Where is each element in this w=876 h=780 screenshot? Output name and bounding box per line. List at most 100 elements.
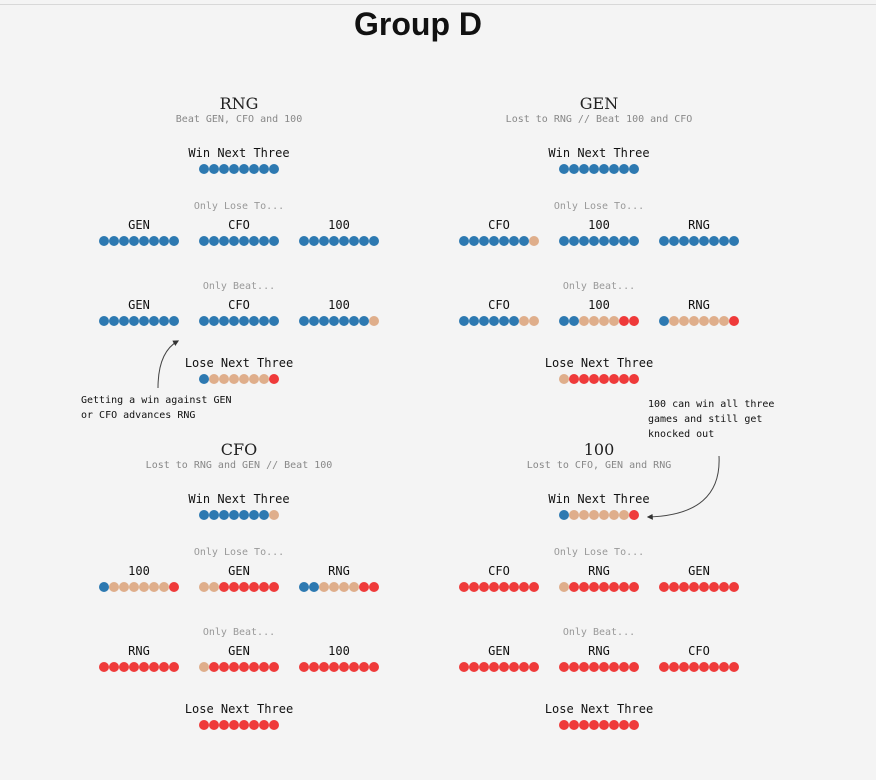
- outcome-dot: [269, 374, 279, 384]
- outcome-dot: [359, 582, 369, 592]
- only-beat-opponent: RNG: [588, 644, 610, 658]
- team-name: CFO: [220, 440, 258, 459]
- outcome-dot: [199, 582, 209, 592]
- outcome-dot: [259, 720, 269, 730]
- outcome-dot: [529, 662, 539, 672]
- outcome-dot: [609, 720, 619, 730]
- outcome-dot: [619, 236, 629, 246]
- outcome-dot: [709, 582, 719, 592]
- outcome-dot: [329, 236, 339, 246]
- only-beat-opponent: 100: [328, 298, 350, 312]
- outcome-dot: [309, 236, 319, 246]
- outcome-dot: [259, 164, 269, 174]
- outcome-dot: [169, 662, 179, 672]
- only-lose-to-opponent: GEN: [688, 564, 710, 578]
- outcome-dot: [569, 374, 579, 384]
- outcome-dot: [229, 720, 239, 730]
- outcome-dot: [499, 236, 509, 246]
- outcome-dot: [269, 510, 279, 520]
- outcome-dot: [479, 236, 489, 246]
- outcome-dot: [309, 582, 319, 592]
- outcome-dot: [199, 720, 209, 730]
- outcome-dot: [459, 316, 469, 326]
- outcome-dot: [319, 316, 329, 326]
- outcome-dot: [119, 316, 129, 326]
- outcome-dot: [149, 662, 159, 672]
- outcome-dot: [119, 662, 129, 672]
- outcome-dot: [669, 662, 679, 672]
- outcome-dot: [349, 582, 359, 592]
- outcome-dot: [209, 316, 219, 326]
- win-next-three-dots: [559, 510, 639, 520]
- outcome-dot: [239, 236, 249, 246]
- outcome-dot: [619, 662, 629, 672]
- win-next-three-label: Win Next Three: [548, 492, 650, 506]
- outcome-dot: [619, 582, 629, 592]
- only-beat-dots: [299, 662, 379, 672]
- outcome-dot: [579, 316, 589, 326]
- outcome-dot: [159, 316, 169, 326]
- outcome-dot: [109, 662, 119, 672]
- outcome-dot: [369, 582, 379, 592]
- outcome-dot: [589, 662, 599, 672]
- only-beat-opponent: GEN: [128, 298, 150, 312]
- outcome-dot: [209, 374, 219, 384]
- outcome-dot: [599, 316, 609, 326]
- only-beat-dots: [659, 662, 739, 672]
- only-lose-to-dots: [199, 236, 279, 246]
- win-next-three-dots: [559, 164, 639, 174]
- win-next-three-dots: [199, 164, 279, 174]
- win-next-three-label: Win Next Three: [188, 492, 290, 506]
- outcome-dot: [609, 316, 619, 326]
- outcome-dot: [349, 316, 359, 326]
- outcome-dot: [579, 374, 589, 384]
- outcome-dot: [479, 662, 489, 672]
- outcome-dot: [719, 662, 729, 672]
- outcome-dot: [679, 316, 689, 326]
- only-beat-dots: [199, 316, 279, 326]
- outcome-dot: [139, 316, 149, 326]
- outcome-dot: [589, 510, 599, 520]
- outcome-dot: [599, 164, 609, 174]
- outcome-dot: [599, 374, 609, 384]
- outcome-dot: [579, 510, 589, 520]
- outcome-dot: [699, 662, 709, 672]
- outcome-dot: [299, 316, 309, 326]
- outcome-dot: [199, 316, 209, 326]
- outcome-dot: [309, 662, 319, 672]
- outcome-dot: [569, 510, 579, 520]
- only-lose-to-opponent: CFO: [488, 564, 510, 578]
- outcome-dot: [269, 164, 279, 174]
- outcome-dot: [579, 720, 589, 730]
- outcome-dot: [199, 164, 209, 174]
- outcome-dot: [589, 316, 599, 326]
- outcome-dot: [199, 374, 209, 384]
- outcome-dot: [559, 662, 569, 672]
- outcome-dot: [109, 582, 119, 592]
- outcome-dot: [219, 720, 229, 730]
- outcome-dot: [629, 582, 639, 592]
- lose-next-three-label: Lose Next Three: [544, 702, 654, 716]
- outcome-dot: [589, 374, 599, 384]
- lose-next-three-label: Lose Next Three: [184, 702, 294, 716]
- only-beat-dots: [199, 662, 279, 672]
- only-beat-label: Only Beat...: [202, 627, 276, 638]
- team-name: 100: [583, 440, 615, 459]
- outcome-dot: [239, 662, 249, 672]
- outcome-dot: [609, 374, 619, 384]
- outcome-dot: [219, 374, 229, 384]
- outcome-dot: [579, 582, 589, 592]
- outcome-dot: [559, 316, 569, 326]
- outcome-dot: [169, 316, 179, 326]
- outcome-dot: [159, 236, 169, 246]
- outcome-dot: [629, 164, 639, 174]
- outcome-dot: [199, 662, 209, 672]
- only-lose-to-dots: [459, 236, 539, 246]
- only-lose-to-dots: [559, 582, 639, 592]
- outcome-dot: [569, 164, 579, 174]
- outcome-dot: [629, 662, 639, 672]
- outcome-dot: [599, 720, 609, 730]
- outcome-dot: [489, 582, 499, 592]
- only-beat-opponent: RNG: [128, 644, 150, 658]
- outcome-dot: [259, 510, 269, 520]
